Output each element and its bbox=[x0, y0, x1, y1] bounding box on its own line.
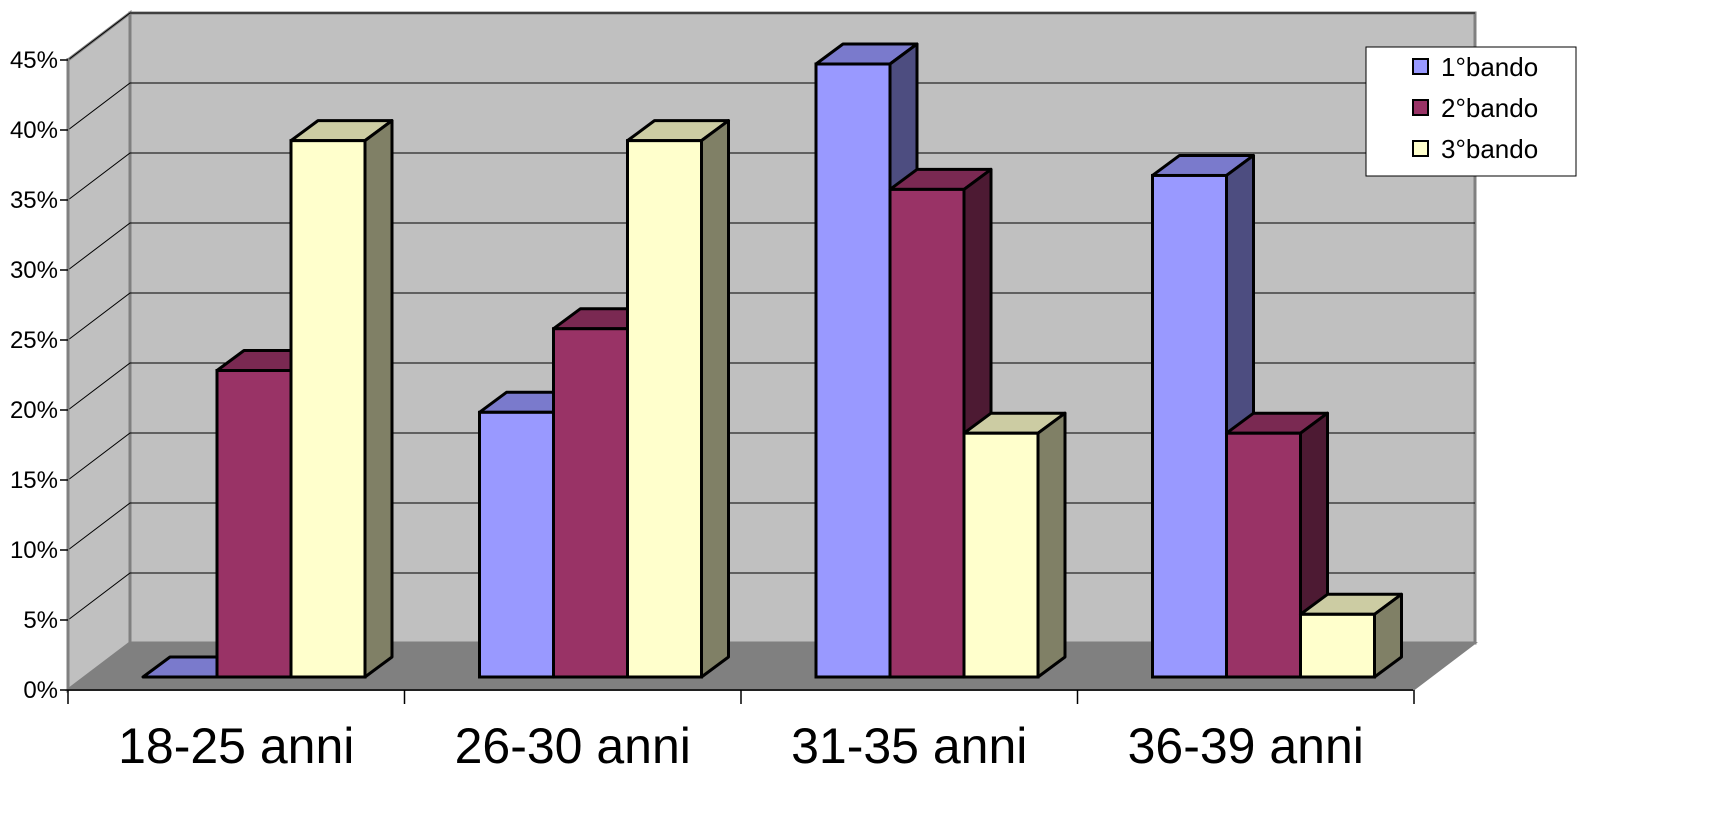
legend: 1°bando 2°bando 3°bando bbox=[1365, 46, 1577, 177]
bar-front bbox=[1225, 431, 1302, 679]
y-tick-label: 40% bbox=[10, 117, 58, 144]
x-tick-label: 36-39 anni bbox=[1128, 718, 1364, 774]
legend-swatch bbox=[1412, 58, 1429, 75]
bar-front bbox=[1299, 612, 1376, 679]
bar bbox=[289, 119, 394, 679]
legend-label: 3°bando bbox=[1441, 134, 1538, 164]
x-tick-label: 31-35 anni bbox=[791, 718, 1027, 774]
bar-front bbox=[215, 369, 293, 679]
gridline bbox=[67, 362, 1475, 411]
bar-front bbox=[814, 62, 892, 679]
side-wall bbox=[66, 9, 132, 694]
y-tick-label: 25% bbox=[10, 327, 58, 354]
bars bbox=[141, 42, 1403, 679]
bar bbox=[626, 119, 730, 679]
x-axis: 18-25 anni 26-30 anni 31-35 anni 36-39 anni bbox=[67, 689, 1415, 774]
y-tick-label: 20% bbox=[10, 397, 58, 424]
bar-front bbox=[1151, 173, 1228, 679]
gridline bbox=[67, 82, 1475, 131]
y-tick-label: 30% bbox=[10, 257, 58, 284]
y-axis: 0% 5% 10% 15% 20% 25% 30% 35% 40% 45% bbox=[10, 47, 70, 704]
bar-front bbox=[888, 187, 966, 679]
bar-side bbox=[363, 119, 394, 679]
legend-swatch bbox=[1412, 140, 1429, 157]
legend-item: 3°bando bbox=[1412, 134, 1538, 164]
bar-side bbox=[1036, 411, 1067, 679]
gridline bbox=[67, 152, 1475, 201]
legend-swatch bbox=[1412, 99, 1429, 116]
gridline bbox=[67, 222, 1475, 271]
gridline bbox=[67, 12, 1475, 61]
bar-side bbox=[700, 119, 730, 679]
bar-front bbox=[552, 327, 629, 679]
y-tick-label: 35% bbox=[10, 187, 58, 214]
y-tick-label: 0% bbox=[23, 677, 58, 704]
bar bbox=[962, 411, 1067, 679]
y-tick-label: 45% bbox=[10, 47, 58, 74]
legend-label: 2°bando bbox=[1441, 93, 1538, 123]
legend-item: 1°bando bbox=[1412, 52, 1538, 82]
bar-front bbox=[478, 410, 555, 679]
gridline bbox=[67, 292, 1475, 341]
legend-label: 1°bando bbox=[1441, 52, 1538, 82]
bar-front bbox=[289, 139, 367, 679]
y-tick-label: 5% bbox=[23, 607, 58, 634]
bar-front bbox=[962, 431, 1040, 679]
legend-box bbox=[1365, 46, 1577, 177]
x-tick-label: 18-25 anni bbox=[118, 718, 354, 774]
y-tick-label: 10% bbox=[10, 537, 58, 564]
y-tick-label: 15% bbox=[10, 467, 58, 494]
legend-item: 2°bando bbox=[1412, 93, 1538, 123]
bar-front bbox=[626, 139, 703, 679]
bar bbox=[1299, 592, 1403, 679]
x-tick-label: 26-30 anni bbox=[455, 718, 691, 774]
bar bbox=[1225, 411, 1329, 679]
